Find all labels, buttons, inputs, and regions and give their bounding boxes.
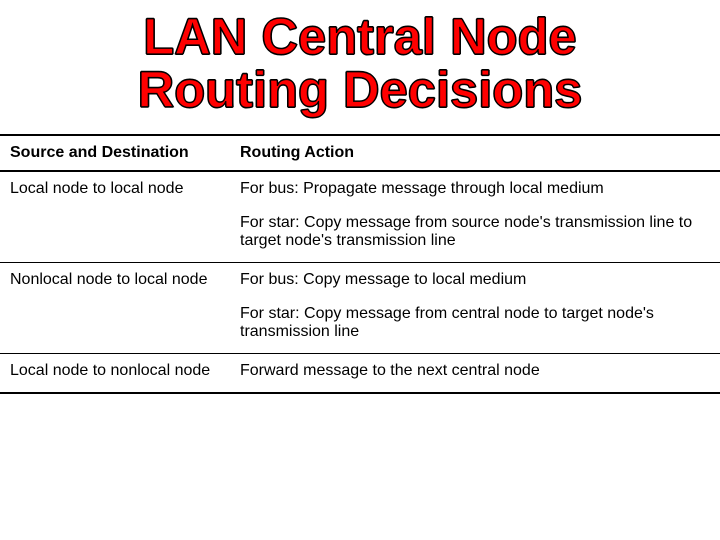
col-header-action: Routing Action — [230, 135, 720, 171]
table-row: For star: Copy message from source node'… — [0, 206, 720, 258]
title-line-2: Routing Decisions — [138, 61, 583, 118]
table-row: Local node to nonlocal node Forward mess… — [0, 354, 720, 389]
slide-title: LAN Central Node Routing Decisions — [0, 10, 720, 116]
cell-source — [0, 297, 230, 349]
table-row: For star: Copy message from central node… — [0, 297, 720, 349]
routing-table: Source and Destination Routing Action Lo… — [0, 134, 720, 394]
cell-action: For star: Copy message from central node… — [230, 297, 720, 349]
cell-source: Local node to local node — [0, 171, 230, 206]
cell-action: For star: Copy message from source node'… — [230, 206, 720, 258]
slide: LAN Central Node Routing Decisions Sourc… — [0, 0, 720, 540]
col-header-source: Source and Destination — [0, 135, 230, 171]
table-row: Local node to local node For bus: Propag… — [0, 171, 720, 206]
table-bottom-rule — [0, 388, 720, 393]
cell-source — [0, 206, 230, 258]
cell-source: Nonlocal node to local node — [0, 263, 230, 298]
cell-action: For bus: Propagate message through local… — [230, 171, 720, 206]
table-header-row: Source and Destination Routing Action — [0, 135, 720, 171]
title-line-1: LAN Central Node — [143, 8, 576, 65]
cell-action: For bus: Copy message to local medium — [230, 263, 720, 298]
table-row: Nonlocal node to local node For bus: Cop… — [0, 263, 720, 298]
cell-source: Local node to nonlocal node — [0, 354, 230, 389]
cell-action: Forward message to the next central node — [230, 354, 720, 389]
